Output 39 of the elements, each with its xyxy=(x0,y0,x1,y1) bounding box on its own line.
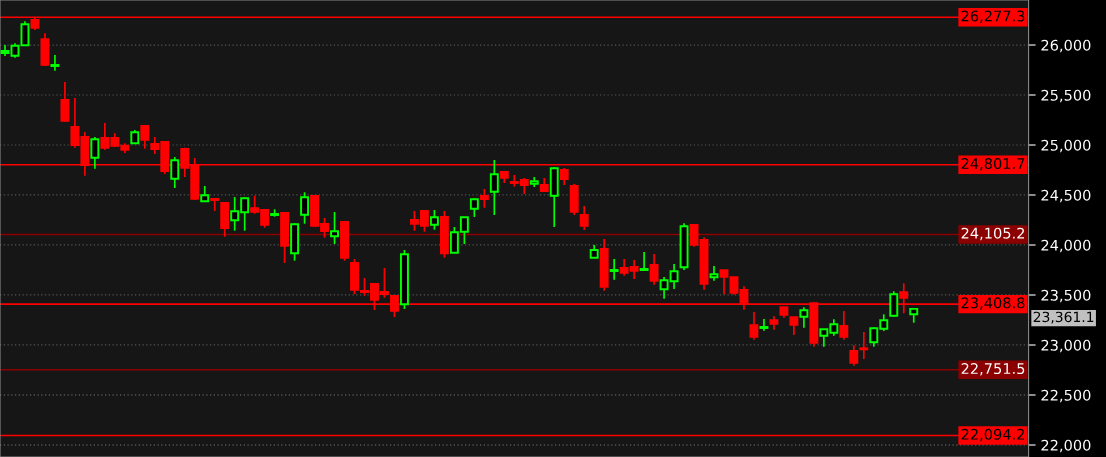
y-tick-label: 26,000 xyxy=(1041,39,1091,53)
ref-line-label: 26,277.3 xyxy=(961,10,1025,23)
candlestick xyxy=(889,290,899,318)
y-tick-label: 24,500 xyxy=(1041,189,1091,203)
y-tick-label: 23,500 xyxy=(1041,289,1091,303)
candlestick xyxy=(489,159,499,216)
candlestick xyxy=(759,318,769,332)
ref-line-label: 22,094.2 xyxy=(961,428,1025,442)
y-tick-label: 25,500 xyxy=(1041,89,1091,103)
y-tick-label: 25,000 xyxy=(1041,139,1091,153)
candlestick xyxy=(50,54,60,72)
candlestick xyxy=(90,136,100,170)
candlestick xyxy=(140,124,150,150)
candlestick xyxy=(429,209,439,231)
candlestick xyxy=(749,311,759,341)
y-tick-label: 22,500 xyxy=(1041,389,1091,403)
candlestick xyxy=(60,81,70,123)
candlestick xyxy=(849,344,859,367)
candlestick xyxy=(170,156,180,189)
candlestick xyxy=(479,188,489,209)
candlestick xyxy=(859,331,869,360)
text: 23,361.1 xyxy=(1033,311,1094,324)
candlestick xyxy=(839,310,849,341)
candlestick xyxy=(330,211,339,245)
ref-line-label: 24,105.2 xyxy=(961,227,1025,241)
candlestick xyxy=(579,205,589,231)
ref-line-label: 22,751.5 xyxy=(961,363,1025,376)
candlestick xyxy=(210,197,220,212)
y-tick-label: 24,000 xyxy=(1041,239,1091,253)
candlestick xyxy=(719,269,729,296)
candlestick xyxy=(649,253,659,286)
candlestick xyxy=(609,258,619,281)
y-tick-label: 22,000 xyxy=(1041,439,1091,453)
candlestick xyxy=(469,197,479,218)
candlestick xyxy=(799,306,809,329)
ref-line-label: 24,801.7 xyxy=(961,158,1025,171)
candlestick xyxy=(300,191,310,225)
ref-line-label: 23,408.8 xyxy=(961,297,1025,310)
y-tick-label: 23,000 xyxy=(1041,339,1091,353)
